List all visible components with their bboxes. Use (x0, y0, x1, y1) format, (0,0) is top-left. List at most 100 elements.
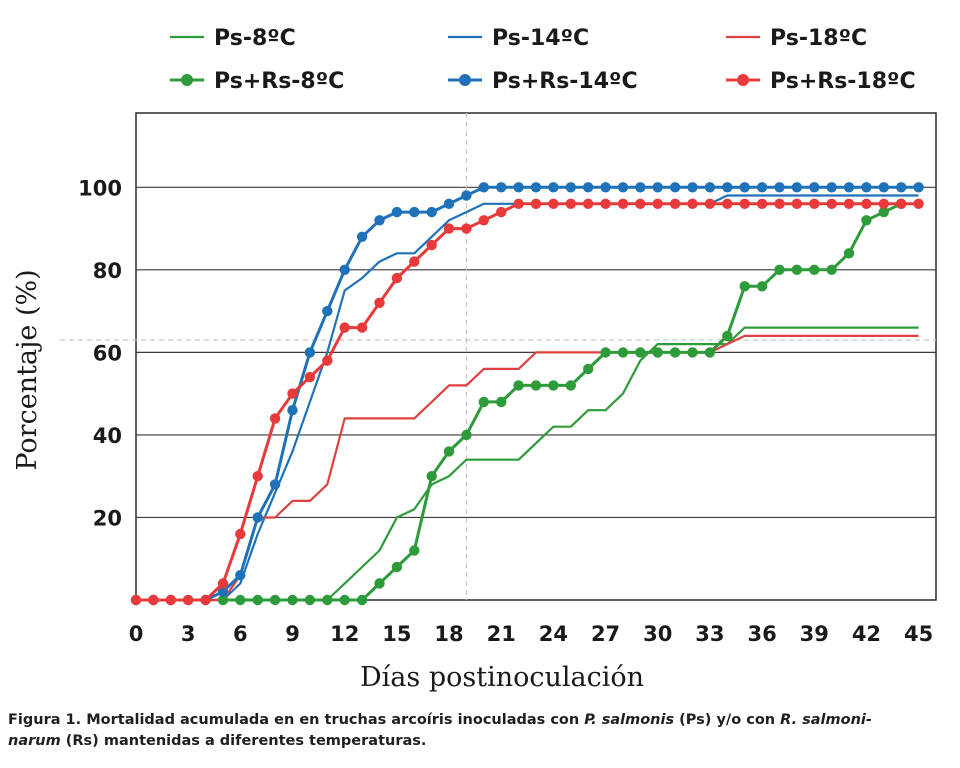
point-ps-plus-rs-14c-31 (669, 182, 681, 193)
point-ps-plus-rs-18c-45 (913, 198, 924, 209)
point-ps-plus-rs-18c-38 (791, 198, 803, 209)
point-ps-plus-rs-18c-37 (774, 198, 785, 209)
legend-marker-ps-plus-rs-14c (459, 74, 471, 86)
point-ps-plus-rs-18c-21 (496, 206, 507, 218)
series-line-ps-14c (136, 194, 919, 602)
y-tick-label-20: 20 (93, 506, 122, 530)
point-ps-plus-rs-18c-42 (861, 198, 872, 209)
point-ps-plus-rs-14c-37 (774, 182, 785, 193)
point-ps-plus-rs-8c-5 (217, 594, 229, 606)
point-ps-plus-rs-8c-31 (669, 347, 681, 358)
point-ps-plus-rs-14c-29 (635, 182, 646, 193)
point-ps-plus-rs-8c-38 (791, 264, 803, 275)
point-ps-plus-rs-14c-38 (791, 182, 803, 193)
point-ps-plus-rs-14c-41 (843, 182, 855, 193)
x-tick-label-21: 21 (487, 622, 516, 646)
x-tick-label-42: 42 (852, 622, 881, 646)
legend-item-ps-18c: Ps-18ºC (726, 26, 867, 51)
point-ps-plus-rs-18c-16 (409, 256, 420, 267)
point-ps-plus-rs-14c-27 (600, 182, 611, 193)
point-ps-plus-rs-8c-19 (461, 429, 472, 441)
point-ps-plus-rs-18c-36 (756, 198, 768, 209)
point-ps-plus-rs-18c-30 (652, 198, 663, 209)
series-layer (130, 182, 924, 606)
point-ps-plus-rs-18c-15 (391, 272, 403, 284)
legend-marker-ps-plus-rs-8c (181, 74, 193, 86)
point-ps-plus-rs-18c-22 (513, 198, 524, 209)
point-ps-plus-rs-8c-30 (652, 347, 663, 358)
point-ps-plus-rs-18c-23 (530, 198, 542, 209)
point-ps-plus-rs-14c-40 (826, 182, 837, 193)
point-ps-plus-rs-14c-24 (548, 182, 559, 193)
point-ps-plus-rs-18c-31 (669, 198, 681, 209)
legend-label-ps-18c: Ps-18ºC (770, 26, 867, 51)
caption-label: Figura 1. (8, 712, 82, 728)
figure-caption: Figura 1. Mortalidad acumulada en en tru… (8, 710, 952, 752)
series-ps-plus-rs-8c (217, 198, 907, 606)
point-ps-plus-rs-18c-34 (722, 198, 733, 209)
point-ps-plus-rs-18c-0 (130, 594, 142, 606)
point-ps-plus-rs-14c-8 (269, 479, 281, 490)
legend: Ps-8ºC Ps-14ºC Ps-18ºC Ps+Rs-8ºC Ps+Rs-14ºC P… (170, 26, 916, 94)
point-ps-plus-rs-8c-20 (478, 396, 489, 408)
point-ps-plus-rs-8c-33 (704, 347, 716, 358)
point-ps-plus-rs-14c-26 (583, 182, 594, 193)
x-tick-label-12: 12 (330, 622, 359, 646)
point-ps-plus-rs-8c-37 (774, 264, 785, 275)
point-ps-plus-rs-14c-34 (722, 182, 733, 193)
point-ps-plus-rs-14c-17 (426, 206, 437, 218)
x-tick-label-45: 45 (904, 622, 933, 646)
legend-item-ps-plus-rs-18c: Ps+Rs-18ºC (726, 69, 916, 94)
point-ps-plus-rs-18c-43 (878, 198, 889, 209)
point-ps-plus-rs-14c-7 (252, 512, 263, 523)
point-ps-plus-rs-8c-36 (756, 281, 768, 292)
point-ps-plus-rs-8c-25 (565, 380, 576, 391)
series-ps-plus-rs-18c (130, 198, 924, 606)
point-ps-plus-rs-14c-22 (513, 182, 524, 193)
point-ps-plus-rs-14c-16 (409, 206, 420, 218)
point-ps-plus-rs-14c-19 (461, 190, 472, 201)
x-tick-label-9: 9 (285, 622, 300, 646)
point-ps-plus-rs-18c-40 (826, 198, 837, 209)
point-ps-plus-rs-18c-26 (583, 198, 594, 209)
point-ps-plus-rs-8c-12 (339, 594, 350, 606)
caption-species-2b: narum (8, 733, 61, 749)
x-tick-label-24: 24 (539, 622, 568, 646)
point-ps-plus-rs-18c-9 (287, 388, 298, 399)
point-ps-plus-rs-8c-16 (409, 545, 420, 556)
x-tick-label-33: 33 (695, 622, 724, 646)
series-ps-8c (136, 326, 919, 602)
point-ps-plus-rs-8c-42 (861, 215, 872, 226)
x-tick-label-15: 15 (382, 622, 411, 646)
series-line-ps-8c (136, 326, 919, 602)
point-ps-plus-rs-8c-14 (374, 578, 385, 589)
y-tick-label-80: 80 (93, 259, 122, 283)
point-ps-plus-rs-14c-5 (217, 586, 229, 597)
y-tick-label-100: 100 (78, 176, 122, 200)
point-ps-plus-rs-14c-23 (530, 182, 542, 193)
point-ps-plus-rs-18c-1 (148, 594, 159, 606)
point-ps-plus-rs-8c-22 (513, 380, 524, 391)
point-ps-plus-rs-8c-32 (687, 347, 698, 358)
point-ps-plus-rs-8c-40 (826, 264, 837, 275)
caption-species-1: P. salmonis (584, 712, 675, 728)
point-ps-plus-rs-18c-19 (461, 223, 472, 234)
point-ps-plus-rs-14c-39 (809, 182, 820, 193)
plot-border (135, 112, 937, 601)
point-ps-plus-rs-14c-42 (861, 182, 872, 193)
y-tick-label-40: 40 (93, 424, 122, 448)
point-ps-plus-rs-8c-8 (269, 594, 281, 606)
point-ps-plus-rs-14c-20 (478, 182, 489, 193)
point-ps-plus-rs-14c-45 (913, 182, 924, 193)
point-ps-plus-rs-18c-3 (183, 594, 194, 606)
x-tick-label-36: 36 (747, 622, 776, 646)
y-axis-title: Porcentaje (%) (12, 269, 43, 470)
caption-species-2a: R. salmoni- (780, 712, 872, 728)
series-line-ps-18c (136, 334, 919, 602)
x-tick-label-0: 0 (129, 622, 144, 646)
point-ps-plus-rs-14c-43 (878, 182, 889, 193)
point-ps-plus-rs-18c-13 (356, 322, 368, 333)
legend-label-ps-plus-rs-14c: Ps+Rs-14ºC (492, 69, 638, 94)
caption-text-3: (Rs) mantenidas a diferentes temperatura… (60, 733, 427, 749)
legend-label-ps-8c: Ps-8ºC (214, 26, 296, 51)
